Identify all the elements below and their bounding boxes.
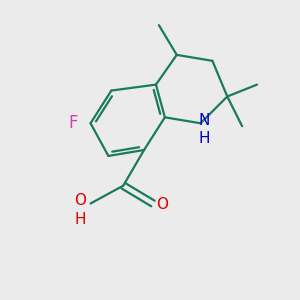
Text: H: H: [198, 131, 210, 146]
Text: O: O: [156, 197, 168, 212]
Text: N: N: [198, 113, 210, 128]
Text: H: H: [74, 212, 86, 227]
Text: O: O: [74, 193, 86, 208]
Text: F: F: [69, 114, 78, 132]
